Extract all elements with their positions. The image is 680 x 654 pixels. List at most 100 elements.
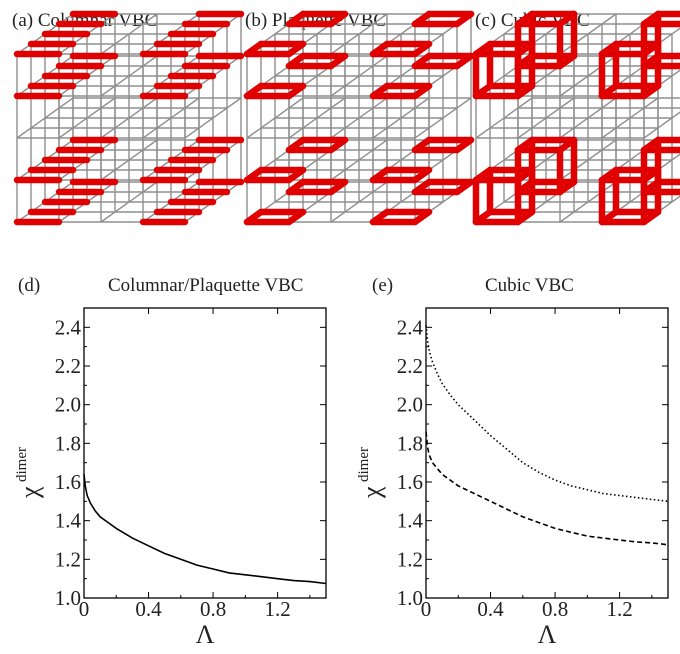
- lattice-bond: [330, 97, 388, 139]
- columnar-vbc-lattice: [13, 10, 245, 226]
- dimer-bond: [472, 82, 494, 100]
- dimer-bond: [327, 136, 349, 154]
- lattice-bond: [100, 97, 158, 139]
- dimer-bond: [472, 40, 494, 58]
- plot-frame: [83, 307, 327, 599]
- x-tick-label: 0.4: [135, 597, 162, 621]
- panel-e-title: Cubic VBC: [485, 275, 574, 296]
- y-tick-label: 1.6: [397, 470, 423, 494]
- dimer-bond: [514, 208, 536, 226]
- series-line-dashed: [425, 431, 669, 546]
- lattice-bond: [372, 97, 430, 139]
- dimer-bond: [598, 208, 620, 226]
- lattice-bond: [559, 181, 617, 223]
- lattice-bond: [475, 97, 533, 139]
- dimer-bond: [243, 82, 265, 100]
- dimer-bond: [243, 208, 265, 226]
- y-axis-symbol: χ: [15, 486, 44, 499]
- y-tick-label: 1.4: [55, 509, 82, 533]
- dimer-bond: [556, 52, 578, 70]
- series-line-dotted: [425, 325, 669, 503]
- y-tick-label: 1.6: [55, 470, 81, 494]
- dimer-bond: [285, 136, 307, 154]
- y-tick-label: 1.8: [397, 431, 423, 455]
- x-tick-label: 0.8: [200, 597, 226, 621]
- y-axis-superscript: dimer: [356, 447, 372, 482]
- lattice-bond: [100, 55, 158, 97]
- lattice-bond: [100, 181, 158, 223]
- y-axis-symbol: χ: [357, 486, 386, 499]
- y-tick-label: 1.0: [55, 586, 81, 610]
- lattice-bond: [330, 13, 388, 55]
- dimer-bond: [453, 136, 475, 154]
- lattice-bond: [414, 97, 472, 139]
- lattice-bond: [184, 97, 242, 139]
- lattice-bond: [559, 139, 617, 181]
- cubic-vbc-lattice: [472, 10, 680, 226]
- dimer-bond: [640, 10, 662, 28]
- x-axis-label: Λ: [538, 620, 557, 649]
- dimer-bond: [453, 52, 475, 70]
- dimer-bond: [411, 52, 433, 70]
- dimer-bond: [640, 178, 662, 196]
- dimer-bond: [411, 40, 433, 58]
- dimer-bond: [411, 10, 433, 28]
- dimer-bond: [598, 166, 620, 184]
- dimer-bond: [640, 52, 662, 70]
- dimer-bond: [556, 10, 578, 28]
- y-axis-label: χ dimer: [14, 447, 44, 499]
- panel-d-label: (d): [18, 275, 40, 296]
- lattice-bond: [517, 97, 575, 139]
- dimer-bond: [243, 166, 265, 184]
- y-tick-label: 2.0: [397, 393, 423, 417]
- panel-e-label: (e): [372, 275, 393, 296]
- dimer-bond: [327, 10, 349, 28]
- lattice-bond: [330, 181, 388, 223]
- dimer-bond: [327, 178, 349, 196]
- lattice-bond: [288, 97, 346, 139]
- lattice-bond: [142, 97, 200, 139]
- plot-frame: [425, 307, 669, 599]
- dimer-bond: [327, 52, 349, 70]
- lattice-bond: [100, 139, 158, 181]
- dimer-bond: [514, 10, 536, 28]
- dimer-bond: [640, 136, 662, 154]
- y-tick-label: 2.4: [397, 315, 424, 339]
- panel-d-title: Columnar/Plaquette VBC: [108, 275, 303, 296]
- y-axis-label: χ dimer: [356, 447, 386, 499]
- series-line-solid: [83, 474, 327, 585]
- y-tick-label: 2.4: [55, 315, 82, 339]
- dimer-bond: [243, 40, 265, 58]
- lattice-bond: [559, 97, 617, 139]
- lattice-bond: [559, 55, 617, 97]
- x-tick-label: 1.2: [264, 597, 290, 621]
- dimer-bond: [369, 40, 391, 58]
- dimer-bond: [411, 82, 433, 100]
- dimer-bond: [369, 166, 391, 184]
- x-tick-label: 0.8: [542, 597, 568, 621]
- dimer-bond: [411, 136, 433, 154]
- dimer-bond: [285, 52, 307, 70]
- lattice-bond: [100, 13, 158, 55]
- dimer-bond: [369, 82, 391, 100]
- x-tick-label: 0.4: [477, 597, 504, 621]
- x-tick-label: 0: [421, 597, 432, 621]
- panel-b-title: (b) Plaquette VBC: [245, 10, 386, 31]
- dimer-bond: [472, 166, 494, 184]
- chart-columnar-plaquette: 1.0 1.2 1.4 1.6 1.8 2.0 2.2 2.4 0 0.4 0.8 1.2 Λχ dime…: [14, 307, 327, 649]
- dimer-bond: [285, 178, 307, 196]
- y-tick-label: 2.2: [397, 354, 423, 378]
- lattice-bond: [330, 139, 388, 181]
- dimer-bond: [411, 166, 433, 184]
- y-tick-label: 1.2: [397, 547, 423, 571]
- dimer-bond: [598, 40, 620, 58]
- x-tick-label: 0: [79, 597, 90, 621]
- dimer-bond: [453, 178, 475, 196]
- dimer-bond: [453, 10, 475, 28]
- dimer-bond: [514, 136, 536, 154]
- dimer-bond: [411, 178, 433, 196]
- dimer-bond: [285, 82, 307, 100]
- lattice-bond: [559, 13, 617, 55]
- dimer-bond: [514, 52, 536, 70]
